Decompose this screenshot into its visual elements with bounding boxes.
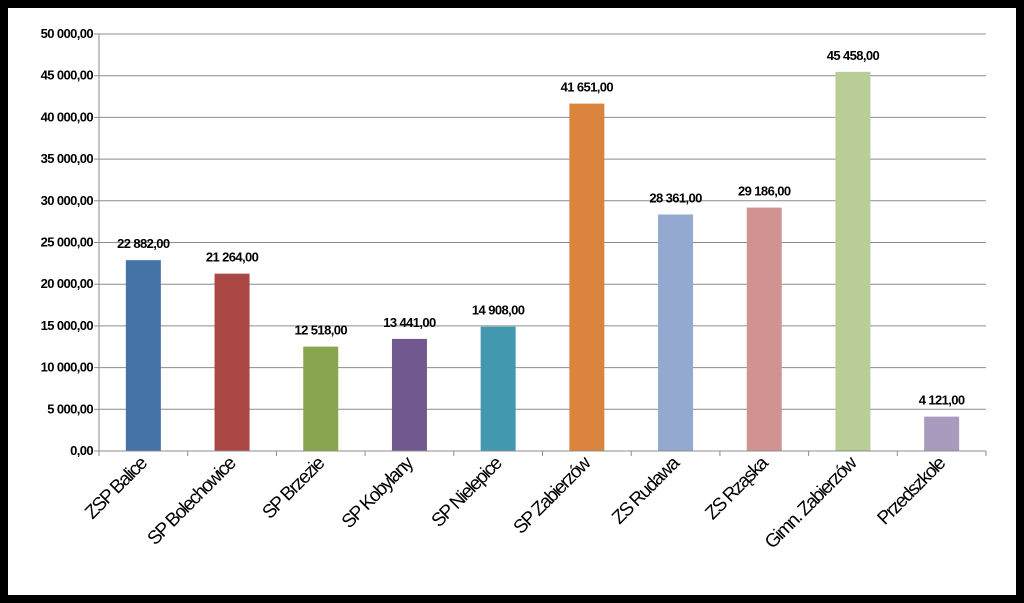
bar — [125, 260, 161, 451]
bar — [746, 207, 782, 451]
value-labels: 22 882,00 21 264,00 12 518,00 13 441,00 14 9… — [117, 48, 965, 408]
axes — [98, 34, 987, 456]
x-tick-label: ZSP Balice — [81, 453, 151, 523]
y-tick-label: 15 000,00 — [41, 318, 94, 333]
data-label: 45 458,00 — [827, 48, 880, 63]
y-tick-label: 40 000,00 — [41, 109, 94, 124]
bar — [924, 416, 960, 451]
x-tick-label: SP Nielepice — [428, 453, 507, 532]
bar — [480, 326, 516, 451]
bar — [303, 346, 339, 451]
y-tick-label: 30 000,00 — [41, 193, 94, 208]
x-tick-label: SP Brzezie — [259, 453, 329, 523]
data-label: 22 882,00 — [117, 236, 170, 251]
bar-chart: 0,00 5 000,00 10 000,00 15 000,00 20 000,00 2… — [41, 26, 987, 553]
y-tick-label: 20 000,00 — [41, 276, 94, 291]
bars — [125, 71, 960, 451]
y-tick-label: 10 000,00 — [41, 360, 94, 375]
data-label: 29 186,00 — [738, 184, 791, 199]
x-tick-label: Gimn. Zabierzów — [761, 452, 862, 553]
bar — [391, 338, 427, 451]
data-label: 13 441,00 — [383, 315, 436, 330]
y-tick-label: 45 000,00 — [41, 68, 94, 83]
y-tick-label: 0,00 — [70, 443, 93, 458]
data-label: 12 518,00 — [295, 323, 348, 338]
x-tick-label: SP Kobylany — [338, 452, 419, 533]
bar — [835, 71, 871, 451]
chart-frame: 0,00 5 000,00 10 000,00 15 000,00 20 000,00 2… — [8, 8, 1016, 595]
bar — [214, 273, 250, 451]
y-tick-label: 5 000,00 — [47, 401, 93, 416]
x-tick-label: SP Zabierzów — [510, 452, 596, 538]
data-label: 41 651,00 — [561, 80, 614, 95]
data-label: 28 361,00 — [649, 190, 702, 205]
x-tick-label: Przedszkole — [874, 453, 950, 529]
bar — [658, 214, 694, 451]
y-tick-label: 25 000,00 — [41, 235, 94, 250]
x-tick-label: ZS Rząska — [701, 452, 773, 524]
x-tick-label: SP Bolechowice — [144, 453, 241, 550]
y-tick-label: 35 000,00 — [41, 151, 94, 166]
data-label: 21 264,00 — [206, 250, 259, 265]
y-axis-tick-labels: 0,00 5 000,00 10 000,00 15 000,00 20 000,00 2… — [41, 26, 94, 458]
x-tick-label: ZS Rudawa — [608, 452, 684, 528]
y-tick-label: 50 000,00 — [41, 26, 94, 41]
data-label: 4 121,00 — [919, 393, 965, 408]
data-label: 14 908,00 — [472, 303, 525, 318]
bar — [569, 103, 605, 451]
